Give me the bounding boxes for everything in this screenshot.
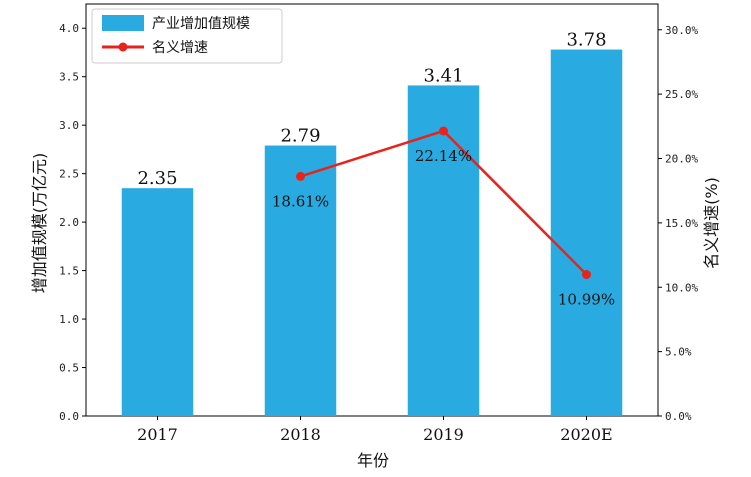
plot-border (85, 3, 659, 417)
left-tick-label: 0.0 (59, 410, 79, 423)
left-y-axis: 0.0 0.5 1.0 1.5 2.0 2.5 3.0 3.5 4.0 (59, 22, 86, 423)
left-tick-label: 3.0 (59, 119, 79, 132)
right-tick-label: 25.0% (665, 88, 698, 101)
x-tick-label: 2019 (423, 425, 464, 444)
right-tick-label: 10.0% (665, 281, 698, 294)
bar-value-label: 3.41 (423, 65, 463, 86)
line-data-labels: 18.61% 22.14% 10.99% (272, 147, 615, 309)
y-axis-title: 增加值规模(万亿元) (30, 153, 49, 294)
legend-bar-swatch (102, 15, 144, 31)
bar-value-label: 2.35 (137, 168, 177, 189)
right-tick-label: 5.0% (665, 346, 692, 359)
plot-frame (85, 3, 659, 417)
line-point (296, 171, 305, 181)
line-point (439, 126, 448, 136)
legend-line-marker (118, 42, 128, 52)
right-tick-label: 15.0% (665, 217, 698, 230)
line-series (296, 126, 591, 280)
right-y-axis: 0.0% 5.0% 10.0% 15.0% 20.0% 25.0% 30.0% (658, 24, 698, 423)
legend-label-line: 名义增速 (152, 40, 208, 56)
left-tick-label: 1.0 (59, 313, 79, 326)
left-tick-label: 2.0 (59, 216, 79, 229)
bar (121, 188, 194, 416)
x-tick-label: 2017 (137, 425, 178, 444)
x-axis-title: 年份 (357, 451, 389, 470)
bar (550, 49, 623, 417)
left-tick-label: 0.5 (59, 362, 79, 375)
bar (264, 145, 337, 416)
left-tick-label: 2.5 (59, 168, 79, 181)
y2-axis-title: 名义增速(%) (702, 177, 721, 269)
bar-value-label: 2.79 (280, 126, 320, 147)
left-tick-label: 1.5 (59, 265, 79, 278)
right-tick-label: 0.0% (665, 410, 692, 423)
line-point (582, 270, 591, 280)
right-tick-label: 20.0% (665, 153, 698, 166)
legend: 产业增加值规模 名义增速 (91, 8, 283, 64)
bar (407, 85, 480, 416)
bar-value-label: 3.78 (566, 30, 606, 51)
left-tick-label: 4.0 (59, 22, 79, 35)
left-tick-label: 3.5 (59, 71, 79, 84)
x-tick-label: 2018 (280, 425, 321, 444)
x-axis: 2017 2018 2019 2020E (137, 416, 613, 444)
bar-series (121, 49, 623, 417)
line-value-label: 10.99% (558, 291, 615, 309)
bar-data-labels: 2.35 2.79 3.41 3.78 (137, 30, 606, 190)
right-tick-label: 30.0% (665, 24, 698, 37)
line-value-label: 22.14% (415, 147, 472, 165)
x-tick-label: 2020E (560, 425, 612, 444)
line-value-label: 18.61% (272, 192, 329, 210)
legend-label-bar: 产业增加值规模 (152, 16, 250, 32)
